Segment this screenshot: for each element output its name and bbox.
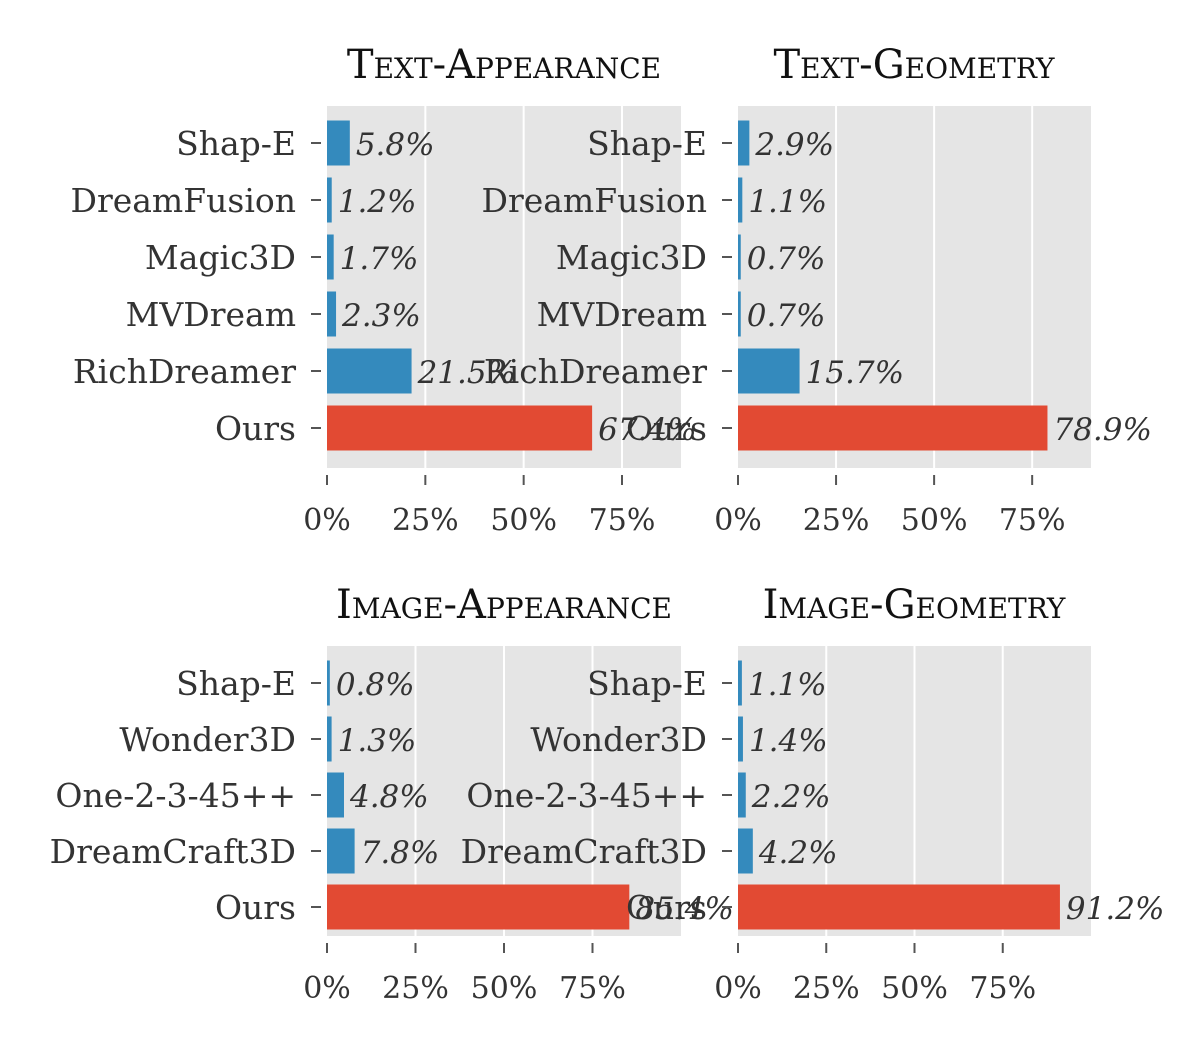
panel-2-bar-4 (738, 291, 741, 337)
panel-2-category-label-2: DreamFusion (482, 181, 708, 220)
panel-2-bar-6 (738, 405, 1048, 451)
panel-4-xtick-label-1: 25% (793, 971, 860, 1006)
panel-1-bar-1 (327, 120, 350, 166)
panel-2-data-label-4: 0.7% (747, 298, 826, 334)
panel-4-bar-2 (738, 716, 743, 762)
panel-3-bar-1 (327, 660, 330, 706)
panel-1-xtick-label-3: 75% (589, 503, 656, 538)
panel-1-data-label-4: 2.3% (341, 298, 421, 334)
panel-1-bar-3 (327, 234, 334, 280)
panel-4-category-label-1: Shap-E (587, 664, 707, 703)
panel-2-xtick-label-2: 50% (901, 503, 968, 538)
panel-3-data-label-5: 85.4% (635, 891, 733, 927)
panel-1-xtick-label-0: 0% (303, 503, 351, 538)
panel-4-bar-3 (738, 772, 746, 818)
panel-4-category-label-3: One-2-3-45++ (466, 776, 707, 815)
panel-4-category-label-2: Wonder3D (530, 720, 707, 759)
panel-2-xtick-label-3: 75% (999, 503, 1066, 538)
panel-4-bar-5 (738, 884, 1060, 930)
panel-2-category-label-3: Magic3D (556, 238, 707, 277)
panel-1-data-label-1: 5.8% (356, 127, 435, 163)
panel-4-bar-4 (738, 828, 753, 874)
panel-4-title: Image-Geometry (763, 582, 1066, 628)
panel-4-xtick-label-2: 50% (881, 971, 948, 1006)
panel-1-category-label-6: Ours (215, 409, 296, 448)
panel-4-data-label-3: 2.2% (751, 779, 831, 815)
panel-1-xtick-label-1: 25% (392, 503, 459, 538)
panel-2-bar-3 (738, 234, 741, 280)
panel-2-bar-5 (738, 348, 800, 394)
panel-4-data-label-4: 4.2% (758, 835, 838, 871)
panel-3-title: Image-Appearance (336, 582, 672, 628)
panel-3-xtick-label-1: 25% (382, 971, 449, 1006)
panel-3-xtick-label-0: 0% (303, 971, 351, 1006)
panel-2-xtick-label-1: 25% (803, 503, 870, 538)
panel-1-title: Text-Appearance (347, 42, 661, 88)
panel-2-xtick-label-0: 0% (714, 503, 762, 538)
panel-1-bar-2 (327, 177, 332, 223)
panel-4-xtick-label-3: 75% (969, 971, 1036, 1006)
panel-1-category-label-5: RichDreamer (73, 352, 296, 391)
panel-3-bar-5 (327, 884, 630, 930)
panel-3-category-label-4: DreamCraft3D (50, 832, 296, 871)
panel-4-xtick-label-0: 0% (714, 971, 762, 1006)
panel-3-category-label-3: One-2-3-45++ (55, 776, 296, 815)
panel-3-bar-3 (327, 772, 344, 818)
panel-4-data-label-5: 91.2% (1066, 891, 1164, 927)
panel-1-bar-4 (327, 291, 337, 337)
panel-2-data-label-1: 2.9% (754, 127, 834, 163)
panel-1-data-label-6: 67.4% (598, 412, 696, 448)
panel-1-data-label-2: 1.2% (338, 184, 417, 220)
panel-3-category-label-1: Shap-E (176, 664, 296, 703)
panel-2-data-label-2: 1.1% (748, 184, 827, 220)
panel-4-data-label-2: 1.4% (749, 723, 828, 759)
panel-1-data-label-3: 1.7% (340, 241, 419, 277)
panel-1-xtick-label-2: 50% (490, 503, 557, 538)
panel-2-data-label-3: 0.7% (747, 241, 826, 277)
panel-2-title: Text-Geometry (773, 42, 1055, 88)
panel-3-category-label-5: Ours (215, 888, 296, 927)
panel-1-category-label-2: DreamFusion (71, 181, 297, 220)
panel-3-bar-2 (327, 716, 332, 762)
panel-4-category-label-4: DreamCraft3D (461, 832, 707, 871)
panel-2-data-label-5: 15.7% (806, 355, 904, 391)
panel-3-data-label-3: 4.8% (349, 779, 429, 815)
panel-1-bar-5 (327, 348, 412, 394)
panel-1-bar-6 (327, 405, 593, 451)
panel-2-category-label-4: MVDream (537, 295, 707, 334)
panel-4-bar-1 (738, 660, 742, 706)
panel-3-data-label-2: 1.3% (338, 723, 417, 759)
panel-1-data-label-5: 21.5% (417, 355, 516, 391)
panel-3-bar-4 (327, 828, 355, 874)
panel-1-category-label-3: Magic3D (145, 238, 296, 277)
panel-4-category-label-5: Ours (626, 888, 707, 927)
panel-3-category-label-2: Wonder3D (119, 720, 296, 759)
panel-4-data-label-1: 1.1% (748, 667, 827, 703)
panel-3-xtick-label-3: 75% (559, 971, 626, 1006)
panel-2-bar-2 (738, 177, 743, 223)
panel-2-data-label-6: 78.9% (1053, 412, 1151, 448)
panel-3-data-label-1: 0.8% (336, 667, 415, 703)
panel-3-data-label-4: 7.8% (361, 835, 440, 871)
panel-3-xtick-label-2: 50% (471, 971, 538, 1006)
panel-2-bar-1 (738, 120, 750, 166)
panel-2-category-label-1: Shap-E (587, 124, 707, 163)
panel-2-category-label-5: RichDreamer (484, 352, 707, 391)
panel-2-category-label-6: Ours (626, 409, 707, 448)
panel-1-category-label-1: Shap-E (176, 124, 296, 163)
panel-1-category-label-4: MVDream (126, 295, 296, 334)
